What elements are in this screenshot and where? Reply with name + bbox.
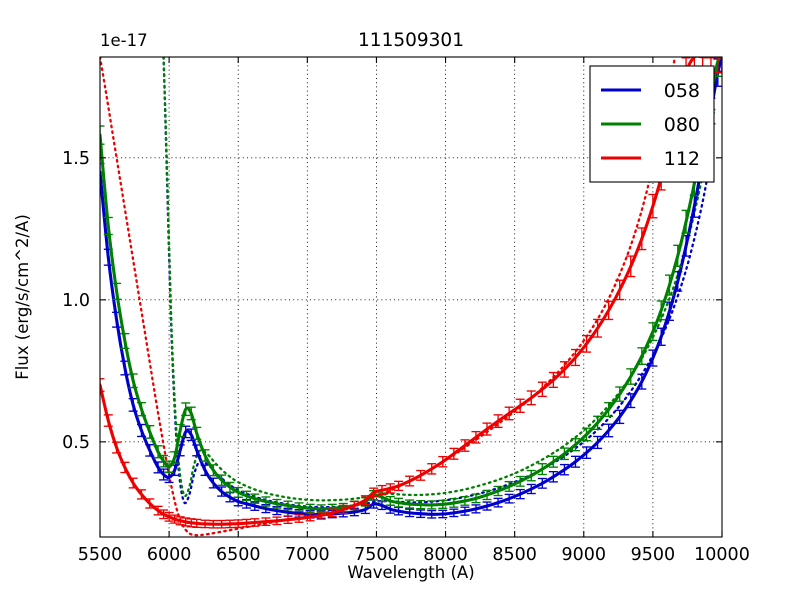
y-axis-label: Flux (erg/s/cm^2/A) xyxy=(13,214,32,380)
x-tick-label: 9000 xyxy=(562,545,607,565)
x-tick-label: 8500 xyxy=(492,545,537,565)
y-tick-label: 1.0 xyxy=(62,291,90,311)
legend-item-080[interactable]: 080 xyxy=(601,114,700,136)
legend-label-080: 080 xyxy=(664,114,700,136)
x-tick-label: 6500 xyxy=(216,545,261,565)
plot-frame xyxy=(99,56,723,538)
axis-ticks xyxy=(99,57,723,537)
x-tick-label: 6000 xyxy=(147,545,192,565)
data-line-058 xyxy=(100,57,722,517)
data-series-layer xyxy=(100,57,722,537)
legend-item-112[interactable]: 112 xyxy=(601,148,700,170)
data-line-112 xyxy=(100,57,722,526)
x-tick-label: 5500 xyxy=(78,545,123,565)
page-title: 111509301 xyxy=(358,30,464,51)
x-tick-label: 8000 xyxy=(423,545,468,565)
data-line-080 xyxy=(100,57,722,511)
axis-tick-labels: 5500 6000 6500 7000 7500 8000 8500 9000 9500 1000… xyxy=(62,149,750,565)
y-tick-label: 0.5 xyxy=(62,433,90,453)
legend-label-112: 112 xyxy=(664,148,700,170)
x-tick-label: 9500 xyxy=(631,545,676,565)
y-axis-offset-label: 1e-17 xyxy=(100,31,148,50)
legend-item-058[interactable]: 058 xyxy=(601,80,700,102)
x-axis-label: Wavelength (A) xyxy=(347,563,474,582)
model-curve-112-model xyxy=(100,57,677,537)
x-tick-label: 10000 xyxy=(694,545,750,565)
legend[interactable]: 058 080 112 xyxy=(589,65,715,183)
axes-frame xyxy=(99,56,723,538)
x-tick-label: 7500 xyxy=(354,545,399,565)
x-tick-label: 7000 xyxy=(285,545,330,565)
legend-label-058: 058 xyxy=(664,80,700,102)
y-tick-label: 1.5 xyxy=(62,149,90,169)
